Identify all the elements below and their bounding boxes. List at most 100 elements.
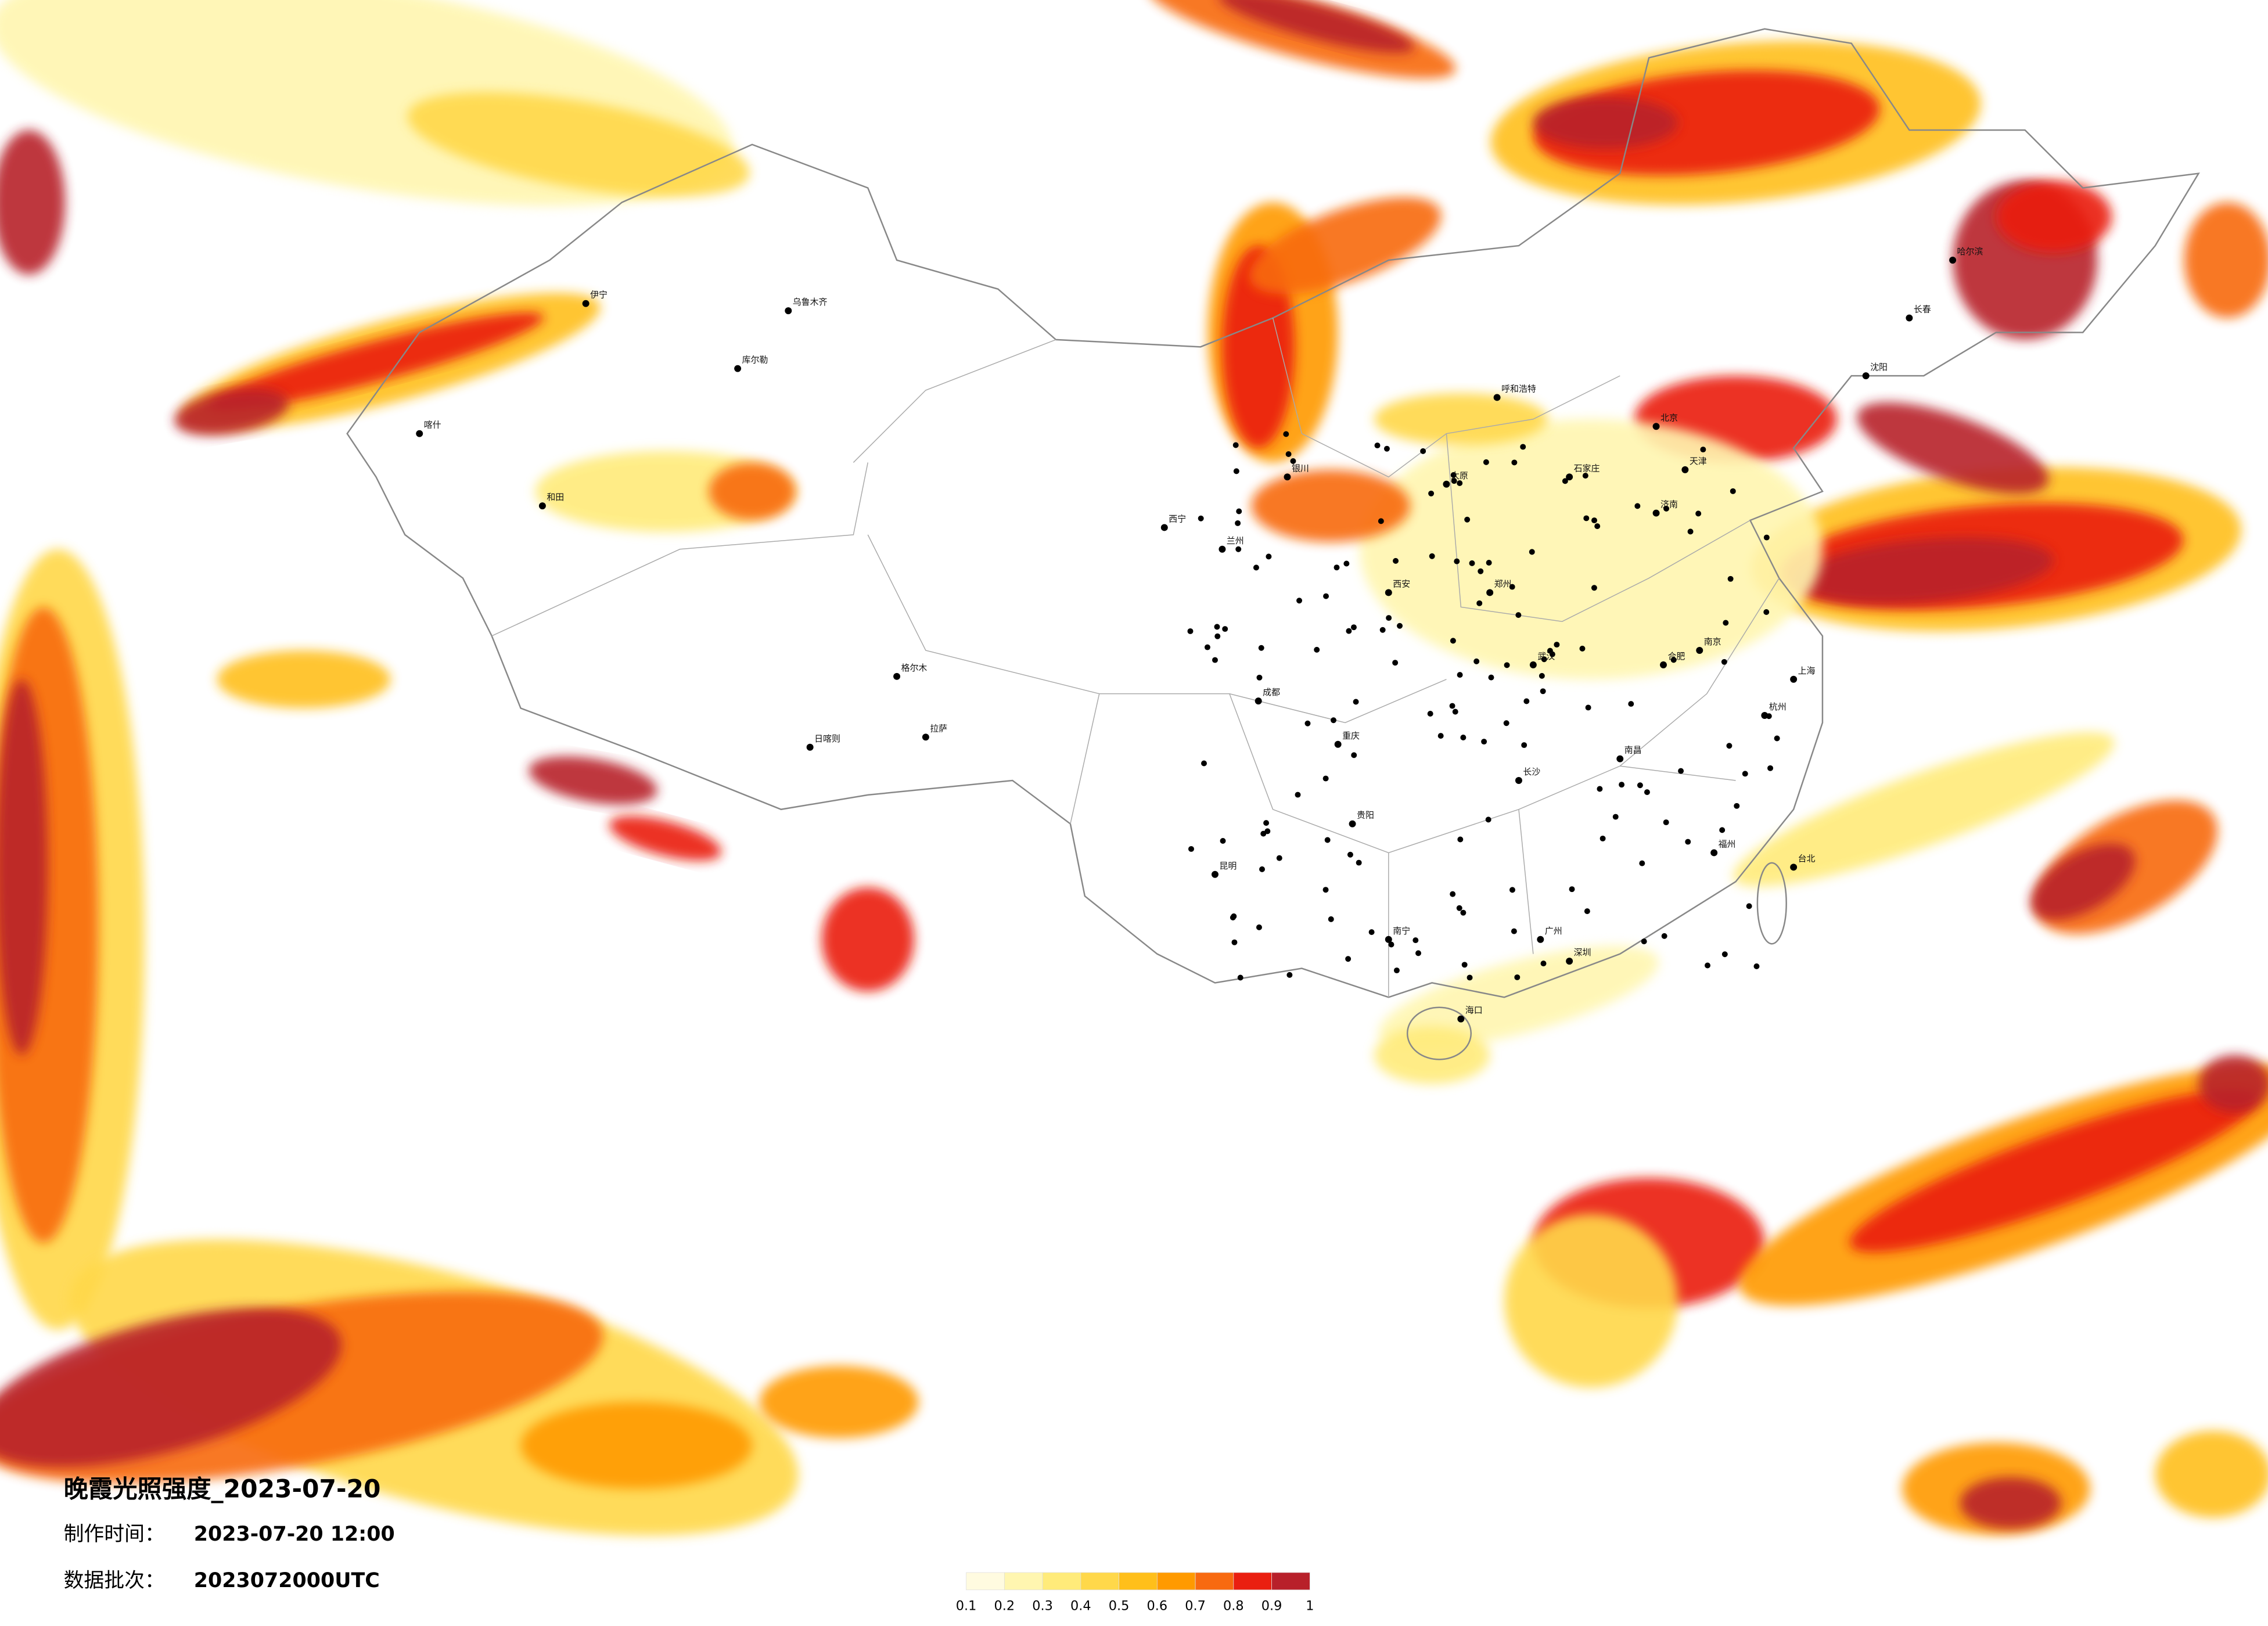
intensity-patch	[759, 1366, 919, 1438]
city-dot	[416, 430, 423, 437]
city-label: 北京	[1660, 412, 1678, 423]
intensity-patch	[609, 815, 722, 861]
city-dot	[1386, 615, 1392, 621]
city-dot	[1212, 657, 1218, 663]
city-dot	[1790, 675, 1798, 683]
city-dot	[1346, 628, 1352, 634]
city-dot	[1591, 517, 1597, 524]
legend-swatch	[1042, 1572, 1081, 1591]
city-dot	[1314, 646, 1320, 653]
city-label: 太原	[1451, 470, 1468, 481]
city-dot	[1237, 974, 1243, 981]
city-dot	[1383, 445, 1390, 452]
legend-tick-label: 0.6	[1147, 1599, 1168, 1614]
city-dot	[1774, 735, 1780, 742]
intensity-patch	[520, 1402, 753, 1489]
batch-value: 2023072000UTC	[194, 1569, 380, 1592]
city-dot	[1591, 585, 1597, 591]
city-dot	[1347, 851, 1353, 858]
intensity-patch	[1218, 0, 1414, 53]
city-dot	[1514, 974, 1521, 980]
city-dot	[1639, 860, 1645, 866]
taiwan-outline	[1756, 862, 1787, 945]
legend-tick-label: 0.3	[1032, 1599, 1053, 1614]
city-dot	[1393, 967, 1400, 974]
intensity-patch	[1849, 1089, 2259, 1253]
city-dot	[1670, 657, 1677, 663]
intensity-patch	[1374, 1026, 1490, 1084]
city-dot	[1583, 515, 1590, 521]
city-dot	[1493, 394, 1501, 401]
intensity-patch	[1360, 419, 1823, 679]
city-dot	[1204, 644, 1210, 650]
city-label: 海口	[1465, 1005, 1483, 1016]
city-dot	[1509, 584, 1515, 590]
city-dot	[1483, 459, 1489, 465]
city-dot	[1678, 768, 1684, 774]
city-dot	[1235, 546, 1242, 552]
city-dot	[1256, 674, 1263, 681]
city-dot	[1323, 593, 1329, 599]
city-dot	[1485, 816, 1491, 823]
city-label: 西安	[1393, 578, 1410, 589]
city-dot	[1763, 609, 1770, 615]
city-dot	[1710, 849, 1718, 857]
legend-tick-label: 0.7	[1185, 1599, 1206, 1614]
city-dot	[1652, 423, 1660, 430]
city-dot	[1660, 661, 1667, 668]
city-dot	[1612, 814, 1619, 820]
city-dot	[1457, 836, 1464, 843]
city-label: 日喀则	[814, 733, 840, 744]
city-dot	[1334, 740, 1342, 748]
legend-swatch	[1271, 1572, 1310, 1591]
city-label: 重庆	[1342, 731, 1360, 741]
city-dot	[1687, 528, 1694, 535]
city-dot	[1295, 792, 1301, 798]
city-dot	[1219, 545, 1226, 553]
city-dot	[1379, 627, 1386, 633]
city-dot	[1415, 950, 1422, 956]
city-label: 南京	[1704, 636, 1721, 647]
city-dot	[1473, 658, 1480, 664]
city-dot	[1322, 887, 1329, 893]
legend-tick-label: 0.9	[1261, 1599, 1282, 1614]
city-dot	[1454, 558, 1460, 564]
city-dot	[1696, 647, 1703, 654]
city-dot	[1734, 803, 1740, 809]
city-dot	[1726, 743, 1733, 749]
city-dot	[1428, 490, 1435, 497]
city-label: 南昌	[1624, 745, 1642, 756]
city-dot	[1220, 838, 1226, 844]
city-dot	[1324, 837, 1331, 843]
city-dot	[1334, 564, 1340, 571]
legend-swatch	[966, 1572, 1005, 1591]
city-dot	[1198, 515, 1204, 521]
city-dot	[1343, 560, 1350, 567]
intensity-patch	[2198, 1055, 2268, 1113]
city-dot	[1385, 589, 1392, 596]
legend-swatch	[1119, 1572, 1158, 1591]
city-dot	[1663, 819, 1669, 826]
city-dot	[1420, 448, 1426, 454]
city-dot	[582, 300, 590, 307]
city-label: 伊宁	[590, 290, 608, 300]
city-dot	[1464, 516, 1471, 523]
city-dot	[1541, 656, 1547, 663]
city-label: 福州	[1719, 839, 1736, 849]
city-dot	[1214, 633, 1221, 639]
intensity-patch	[1251, 469, 1411, 542]
city-dot	[1450, 472, 1457, 479]
city-dot	[1515, 777, 1522, 784]
city-dot	[1721, 659, 1727, 665]
city-dot	[1451, 478, 1457, 484]
city-label: 郑州	[1494, 578, 1512, 589]
city-dot	[1456, 905, 1462, 911]
city-dot	[1461, 962, 1468, 968]
legend-tick-label: 0.4	[1070, 1599, 1091, 1614]
legend-swatch	[1156, 1572, 1196, 1591]
city-dot	[1259, 866, 1265, 872]
city-dot	[1511, 459, 1518, 466]
city-dot	[1283, 431, 1289, 437]
